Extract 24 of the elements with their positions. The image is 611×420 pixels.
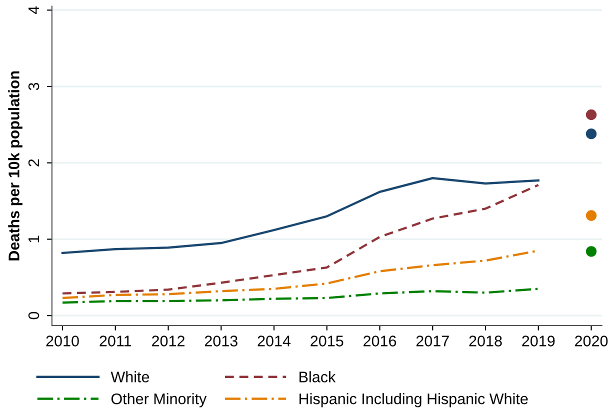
legend-label: White [110, 371, 150, 382]
x-tick-label: 2019 [522, 336, 555, 346]
x-tick-label: 2011 [100, 336, 132, 346]
x-tick-label: 2017 [416, 336, 449, 346]
x-tick-label: 2010 [46, 336, 79, 346]
y-tick-label: 1 [28, 236, 40, 242]
y-tick-label: 0 [28, 312, 40, 320]
x-tick-label: 2015 [310, 336, 344, 346]
x-tick-label: 2012 [152, 336, 184, 346]
y-tick-label: 3 [28, 82, 40, 90]
x-tick-label: 2020 [575, 336, 608, 346]
y-tick-label: 2 [28, 159, 40, 166]
legend-label: Other Minority [111, 393, 207, 408]
line-series [61, 177, 540, 254]
y-tick-label: 4 [28, 6, 40, 14]
x-tick-label: 2018 [469, 336, 502, 346]
legend-label: Hispanic Including Hispanic White [300, 393, 528, 408]
line-series [61, 288, 540, 304]
line-series [61, 184, 540, 295]
x-tick-label: 2014 [258, 336, 291, 346]
legend-label: Black [300, 371, 336, 382]
x-tick-label: 2016 [364, 336, 396, 346]
x-tick-label: 2013 [204, 336, 238, 346]
y-axis-title: Deaths per 10k population [8, 71, 22, 260]
